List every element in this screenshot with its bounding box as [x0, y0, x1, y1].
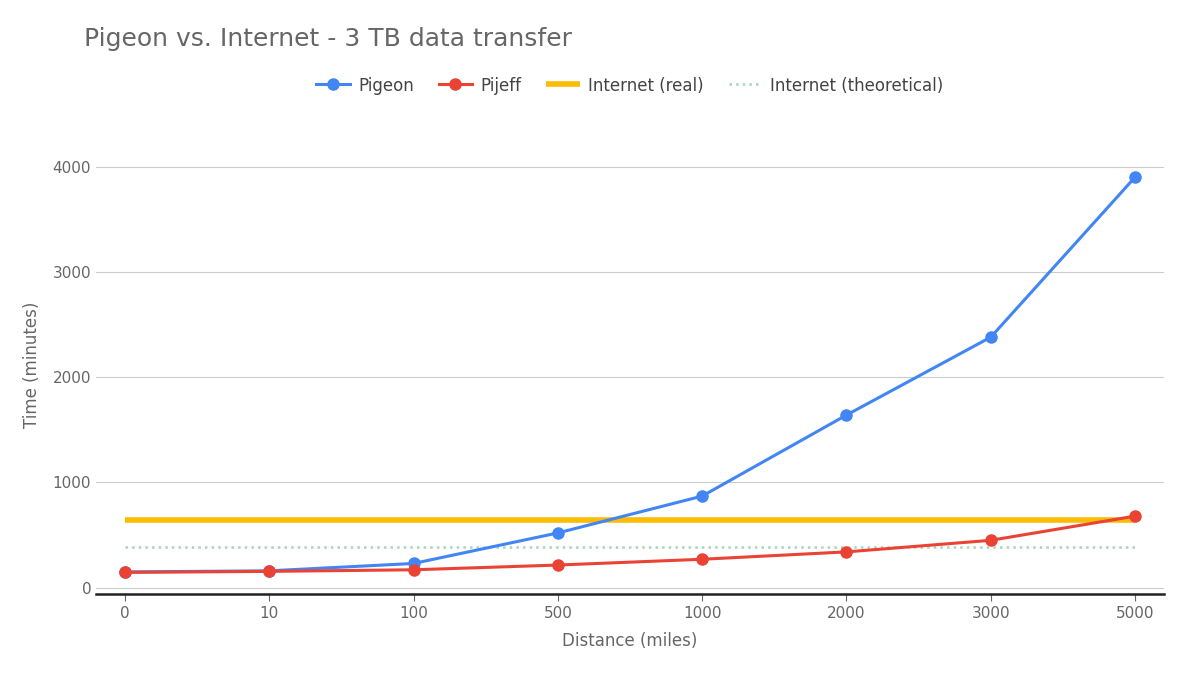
Pigeon [1128, 173, 1142, 181]
Pijeff [695, 556, 709, 564]
Pigeon [407, 560, 421, 568]
Pijeff [262, 567, 276, 575]
Pigeon [551, 529, 565, 537]
Pijeff [839, 548, 853, 556]
Pigeon [839, 411, 853, 419]
Line: Pigeon: Pigeon [119, 171, 1141, 577]
Pigeon [118, 568, 132, 576]
Pijeff [118, 568, 132, 576]
Text: Pigeon vs. Internet - 3 TB data transfer: Pigeon vs. Internet - 3 TB data transfer [84, 27, 572, 51]
Pigeon [984, 333, 998, 341]
Y-axis label: Time (minutes): Time (minutes) [24, 301, 42, 428]
Pigeon [262, 567, 276, 575]
Pijeff [407, 566, 421, 574]
Line: Pijeff: Pijeff [119, 510, 1141, 578]
Pijeff [984, 536, 998, 544]
X-axis label: Distance (miles): Distance (miles) [563, 632, 697, 650]
Pijeff [1128, 512, 1142, 520]
Pigeon [695, 492, 709, 500]
Legend: Pigeon, Pijeff, Internet (real), Internet (theoretical): Pigeon, Pijeff, Internet (real), Interne… [310, 70, 950, 101]
Pijeff [551, 561, 565, 569]
